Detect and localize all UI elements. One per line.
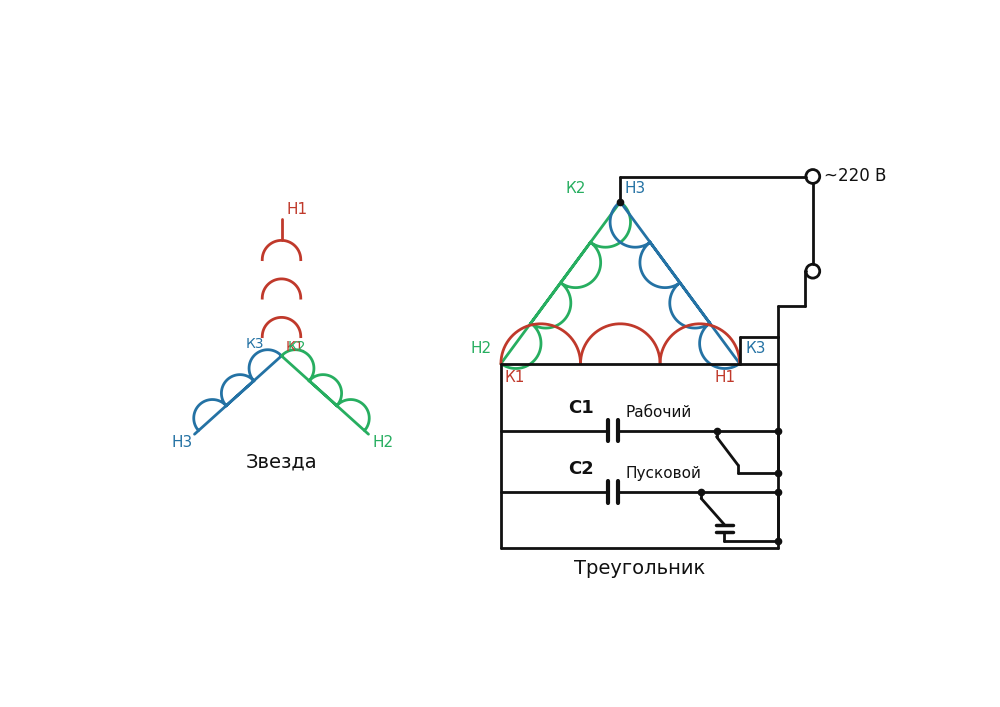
Text: Треугольник: Треугольник bbox=[574, 559, 705, 578]
Text: Н1: Н1 bbox=[715, 370, 736, 385]
Text: К2: К2 bbox=[565, 181, 586, 196]
Text: Н1: Н1 bbox=[287, 202, 308, 217]
Text: Н2: Н2 bbox=[471, 341, 492, 356]
Text: К3: К3 bbox=[246, 337, 265, 351]
Text: С1: С1 bbox=[568, 399, 594, 416]
Text: К1: К1 bbox=[505, 370, 525, 385]
Text: Пусковой: Пусковой bbox=[625, 467, 701, 481]
Text: ~220 В: ~220 В bbox=[824, 168, 886, 185]
Text: С2: С2 bbox=[568, 460, 594, 479]
Text: Рабочий: Рабочий bbox=[625, 405, 692, 420]
Text: К1: К1 bbox=[285, 340, 304, 354]
Text: Н3: Н3 bbox=[171, 436, 192, 450]
Text: К3: К3 bbox=[746, 341, 766, 356]
Text: Звезда: Звезда bbox=[246, 452, 317, 471]
Text: Н2: Н2 bbox=[372, 436, 393, 450]
Text: Н3: Н3 bbox=[624, 181, 645, 196]
Text: К2: К2 bbox=[288, 340, 306, 354]
